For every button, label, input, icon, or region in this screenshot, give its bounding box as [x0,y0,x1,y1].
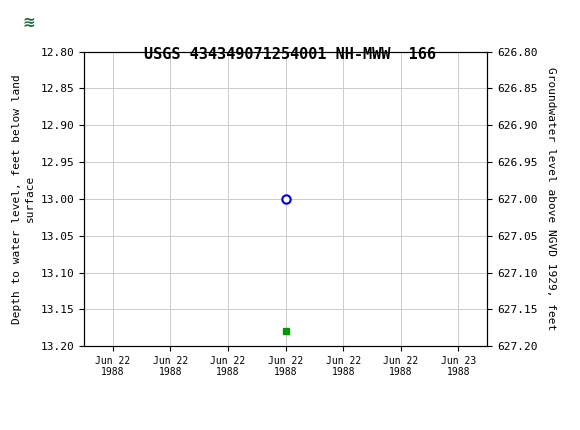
Text: USGS 434349071254001 NH-MWW  166: USGS 434349071254001 NH-MWW 166 [144,47,436,62]
Y-axis label: Depth to water level, feet below land
surface: Depth to water level, feet below land su… [12,74,35,324]
Legend: Period of approved data: Period of approved data [188,428,383,430]
Text: USGS: USGS [64,14,119,31]
Bar [5,3,54,42]
Text: ≋: ≋ [23,15,35,30]
Y-axis label: Groundwater level above NGVD 1929, feet: Groundwater level above NGVD 1929, feet [546,67,556,331]
